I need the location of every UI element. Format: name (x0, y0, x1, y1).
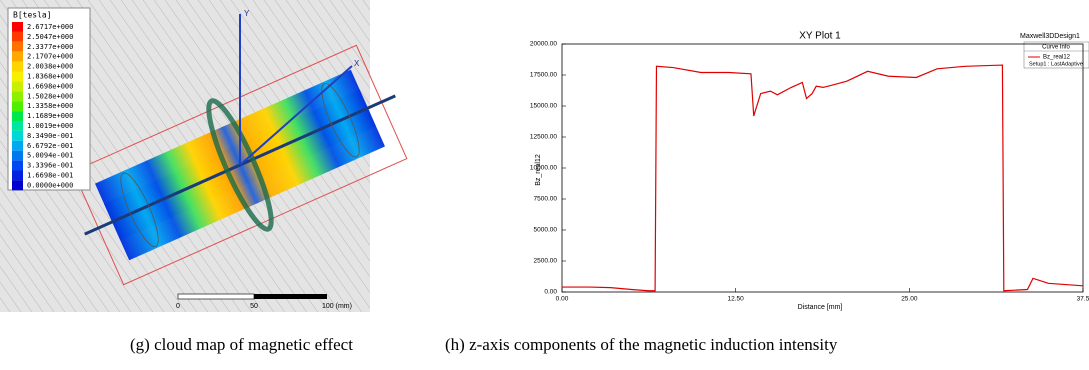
legend-swatch (12, 171, 23, 181)
caption: (h) z-axis components of the magnetic in… (445, 335, 838, 354)
x-tick-label: 0.00 (556, 296, 569, 303)
scale-label: 0 (176, 303, 180, 310)
legend-swatch (12, 161, 23, 171)
chart-title: XY Plot 1 (799, 31, 841, 42)
legend-swatch (12, 101, 23, 111)
legend-label: 1.6698e-001 (27, 172, 73, 180)
y-tick-label: 5000.00 (534, 227, 558, 234)
legend-swatch (12, 121, 23, 131)
y-tick-label: 15000.00 (530, 103, 557, 110)
scale-label: 100 (mm) (322, 303, 352, 310)
legend-label: 1.0019e+000 (27, 122, 73, 130)
y-tick-label: 7500.00 (534, 196, 558, 203)
y-tick-label: 17500.00 (530, 72, 557, 79)
legend-label: 2.6717e+000 (27, 23, 73, 31)
legend-label: 2.1707e+000 (27, 53, 73, 61)
legend-label: 1.3358e+000 (27, 102, 73, 110)
legend-label: 1.1689e+000 (27, 112, 73, 120)
scale-label: 50 (250, 303, 258, 310)
legend-swatch (12, 141, 23, 151)
legend-label: Bz_real12 (1043, 55, 1071, 61)
axis-label: X (354, 59, 360, 68)
y-tick-label: 0.00 (544, 289, 557, 296)
legend-swatch (12, 22, 23, 32)
legend-swatch (12, 81, 23, 91)
legend-swatch (12, 72, 23, 82)
legend-swatch (12, 151, 23, 161)
figure: Y X B[tesla] 2.6717e+000 2.5047e+000 2.337… (0, 0, 1089, 365)
plot-background (530, 28, 1089, 312)
legend-label: 2.0038e+000 (27, 63, 73, 71)
y-tick-label: 20000.00 (530, 41, 557, 48)
legend-label: 6.6792e-001 (27, 142, 73, 150)
x-tick-label: 25.00 (901, 296, 918, 303)
x-tick-label: 12.50 (728, 296, 745, 303)
legend-label: 2.5047e+000 (27, 33, 73, 41)
legend-label: 2.3377e+000 (27, 43, 73, 51)
y-tick-label: 12500.00 (530, 134, 557, 141)
x-tick-label: 37.5 (1077, 296, 1089, 303)
y-tick-label: 2500.00 (534, 258, 558, 265)
legend-swatch (12, 42, 23, 52)
legend-label: 1.5028e+000 (27, 92, 73, 100)
legend-label: 3.3396e-001 (27, 162, 73, 170)
caption: (g) cloud map of magnetic effect (130, 335, 353, 354)
legend-label: 5.0094e-001 (27, 152, 73, 160)
legend-label: 1.8368e+000 (27, 73, 73, 81)
x-axis-label: Distance [mm] (798, 304, 843, 311)
legend-swatch (12, 91, 23, 101)
legend-subtitle: Setup1 : LastAdaptive (1029, 61, 1083, 67)
y-tick-label: 10000.00 (530, 165, 557, 172)
legend-swatch (12, 111, 23, 121)
legend-label: 0.0000e+000 (27, 181, 73, 189)
legend-swatch (12, 180, 23, 190)
legend-label: 1.6698e+000 (27, 82, 73, 90)
scale-bar (254, 294, 327, 299)
legend-swatch (12, 62, 23, 72)
legend-swatch (12, 131, 23, 141)
axis-label: Y (244, 9, 250, 18)
legend-title: Curve Info (1042, 45, 1070, 51)
legend-label: 8.3490e-001 (27, 132, 73, 140)
legend-swatch (12, 32, 23, 42)
design-name: Maxwell3DDesign1 (1020, 33, 1080, 40)
legend-title: B[tesla] (13, 11, 52, 20)
legend-swatch (12, 52, 23, 62)
scale-bar (178, 294, 254, 299)
